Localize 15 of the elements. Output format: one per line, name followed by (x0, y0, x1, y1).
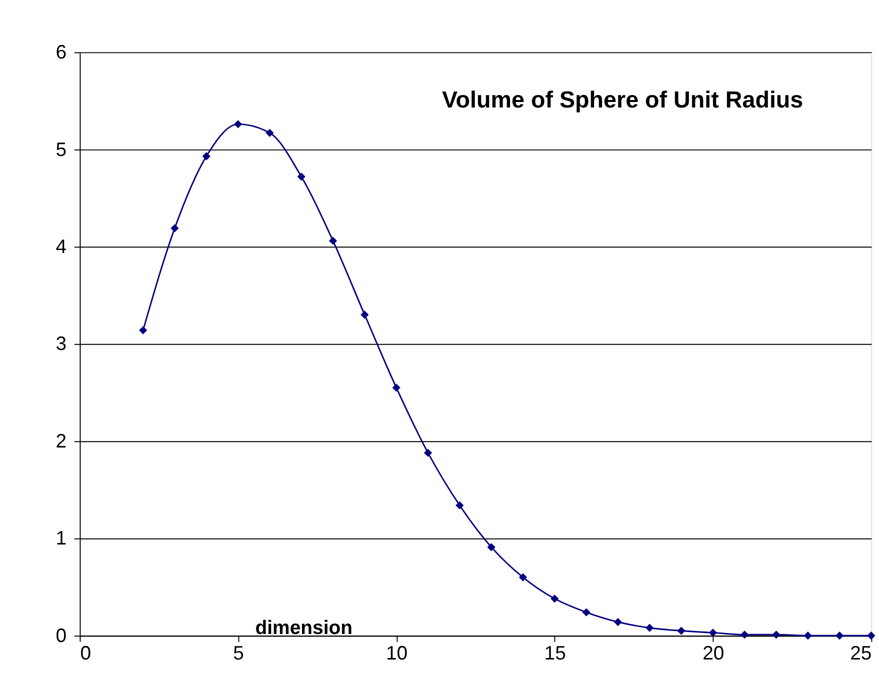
y-tick-label: 1 (56, 528, 67, 550)
x-tick-label: 15 (544, 642, 566, 664)
text: Volume of Sphere of Unit Radius (442, 86, 804, 113)
y-tick-label: 5 (56, 138, 67, 161)
y-tick-label: 6 (56, 42, 67, 64)
x-axis-title: dimension (255, 617, 352, 640)
y-tick-label: 3 (56, 333, 67, 356)
y-tick-label: 0 (56, 624, 67, 647)
x-tick-label: 20 (702, 642, 724, 664)
y-tick-label: 4 (56, 236, 67, 258)
x-tick-label: 10 (386, 642, 408, 664)
x-tick-label: 25 (850, 642, 872, 664)
y-tick-label: 2 (56, 430, 67, 452)
x-tick-label: 0 (80, 642, 92, 664)
x-tick-label: 5 (233, 642, 244, 664)
